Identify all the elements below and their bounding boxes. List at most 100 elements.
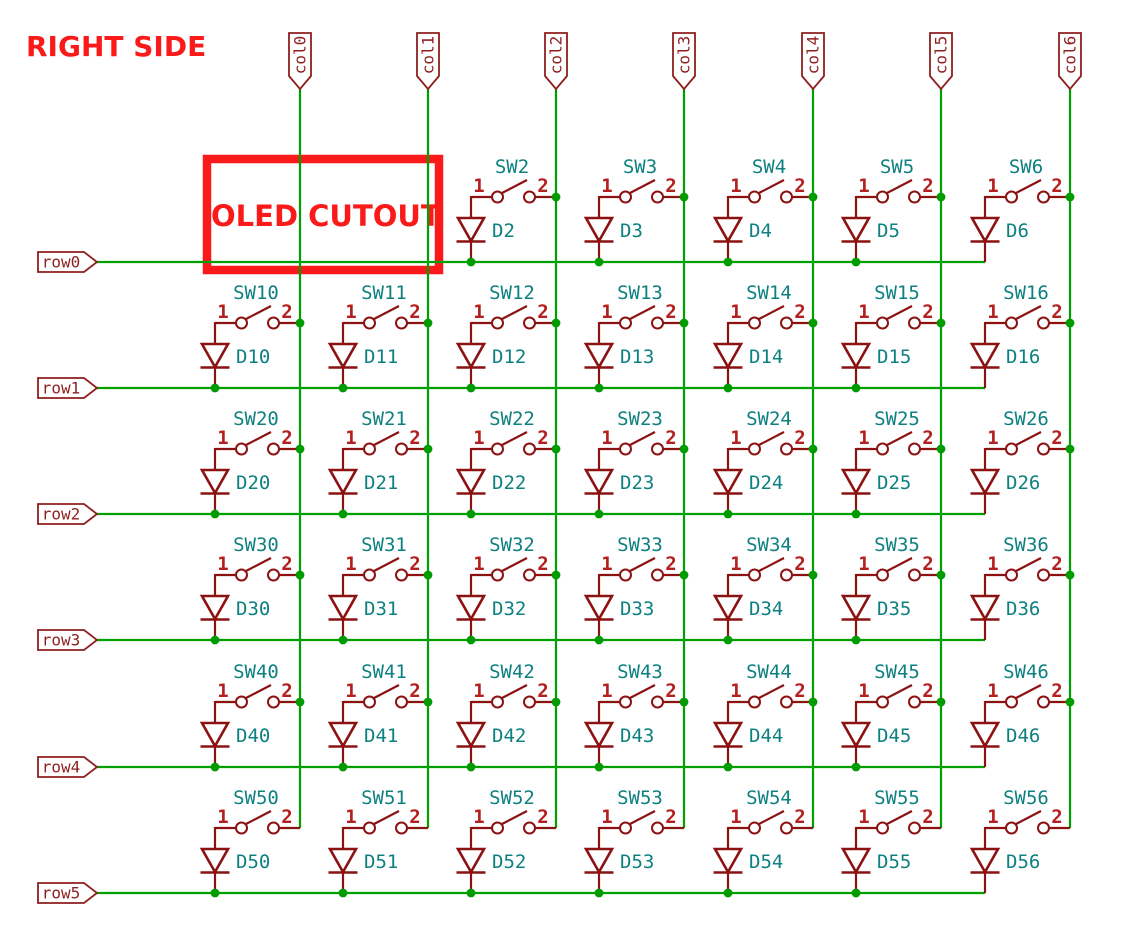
switch-refdes[interactable]: SW54 [746, 787, 792, 809]
diode-refdes[interactable]: D54 [749, 851, 783, 873]
col1-label-flag[interactable]: col1 [416, 32, 440, 91]
switch-refdes[interactable]: SW30 [233, 534, 279, 556]
row2-label-flag[interactable]: row2 [37, 503, 99, 525]
diode-refdes[interactable]: D5 [877, 220, 900, 242]
diode-refdes[interactable]: D30 [236, 598, 270, 620]
diode-refdes[interactable]: D40 [236, 725, 270, 747]
diode-refdes[interactable]: D31 [364, 598, 398, 620]
switch-refdes[interactable]: SW42 [489, 661, 535, 683]
switch-refdes[interactable]: SW21 [361, 408, 407, 430]
diode-refdes[interactable]: D50 [236, 851, 270, 873]
switch-refdes[interactable]: SW31 [361, 534, 407, 556]
switch-refdes[interactable]: SW26 [1003, 408, 1049, 430]
col6-label-flag[interactable]: col6 [1058, 32, 1082, 91]
diode-refdes[interactable]: D34 [749, 598, 783, 620]
diode-refdes[interactable]: D22 [492, 472, 526, 494]
diode-refdes[interactable]: D44 [749, 725, 783, 747]
cell-SW3[interactable]: 1 2 SW3 D3 [583, 156, 685, 262]
row0-label-flag[interactable]: row0 [37, 251, 99, 273]
switch-refdes[interactable]: SW14 [746, 282, 792, 304]
cell-SW5[interactable]: 1 2 SW5 D5 [840, 156, 942, 262]
diode-refdes[interactable]: D3 [620, 220, 643, 242]
col4-label-flag[interactable]: col4 [801, 32, 825, 91]
switch-refdes[interactable]: SW41 [361, 661, 407, 683]
diode-refdes[interactable]: D12 [492, 346, 526, 368]
diode-refdes[interactable]: D6 [1006, 220, 1029, 242]
diode-refdes[interactable]: D14 [749, 346, 783, 368]
switch-refdes[interactable]: SW34 [746, 534, 792, 556]
row3-label-flag[interactable]: row3 [37, 629, 99, 651]
switch-refdes[interactable]: SW4 [752, 156, 786, 178]
switch-refdes[interactable]: SW53 [617, 787, 663, 809]
switch-refdes[interactable]: SW40 [233, 661, 279, 683]
switch-refdes[interactable]: SW22 [489, 408, 535, 430]
switch-refdes[interactable]: SW3 [623, 156, 657, 178]
oled-cutout[interactable]: OLED CUTOUT [202, 154, 444, 275]
switch-refdes[interactable]: SW52 [489, 787, 535, 809]
cell-SW6[interactable]: 1 2 SW6 D6 [969, 156, 1071, 262]
diode-refdes[interactable]: D15 [877, 346, 911, 368]
switch-refdes[interactable]: SW2 [495, 156, 529, 178]
diode-refdes[interactable]: D41 [364, 725, 398, 747]
diode-refdes[interactable]: D26 [1006, 472, 1040, 494]
switch-refdes[interactable]: SW25 [874, 408, 920, 430]
diode-refdes[interactable]: D10 [236, 346, 270, 368]
diode-refdes[interactable]: D33 [620, 598, 654, 620]
switch-refdes[interactable]: SW24 [746, 408, 792, 430]
cell-SW2[interactable]: 1 2 SW2 D2 [455, 156, 557, 262]
col3-label-flag[interactable]: col3 [672, 32, 696, 91]
diode-refdes[interactable]: D23 [620, 472, 654, 494]
switch-refdes[interactable]: SW33 [617, 534, 663, 556]
switch-refdes[interactable]: SW12 [489, 282, 535, 304]
switch-refdes[interactable]: SW16 [1003, 282, 1049, 304]
diode-refdes[interactable]: D24 [749, 472, 783, 494]
row4-label-flag[interactable]: row4 [37, 756, 99, 778]
switch-refdes[interactable]: SW15 [874, 282, 920, 304]
switch-refdes[interactable]: SW46 [1003, 661, 1049, 683]
switch-refdes[interactable]: SW20 [233, 408, 279, 430]
cell-SW4[interactable]: 1 2 SW4 D4 [712, 156, 814, 262]
oled-cutout-outline[interactable] [202, 154, 444, 275]
diode-refdes[interactable]: D32 [492, 598, 526, 620]
switch-refdes[interactable]: SW35 [874, 534, 920, 556]
switch-refdes[interactable]: SW10 [233, 282, 279, 304]
switch-refdes[interactable]: SW45 [874, 661, 920, 683]
switch-refdes[interactable]: SW43 [617, 661, 663, 683]
switch-refdes[interactable]: SW23 [617, 408, 663, 430]
row1-label-flag[interactable]: row1 [37, 377, 99, 399]
col0-label-flag[interactable]: col0 [288, 32, 312, 91]
col5-label-flag[interactable]: col5 [929, 32, 953, 91]
switch-refdes[interactable]: SW32 [489, 534, 535, 556]
diode-refdes[interactable]: D25 [877, 472, 911, 494]
diode-refdes[interactable]: D20 [236, 472, 270, 494]
diode-refdes[interactable]: D21 [364, 472, 398, 494]
col2-label-flag[interactable]: col2 [544, 32, 568, 91]
diode-refdes[interactable]: D35 [877, 598, 911, 620]
